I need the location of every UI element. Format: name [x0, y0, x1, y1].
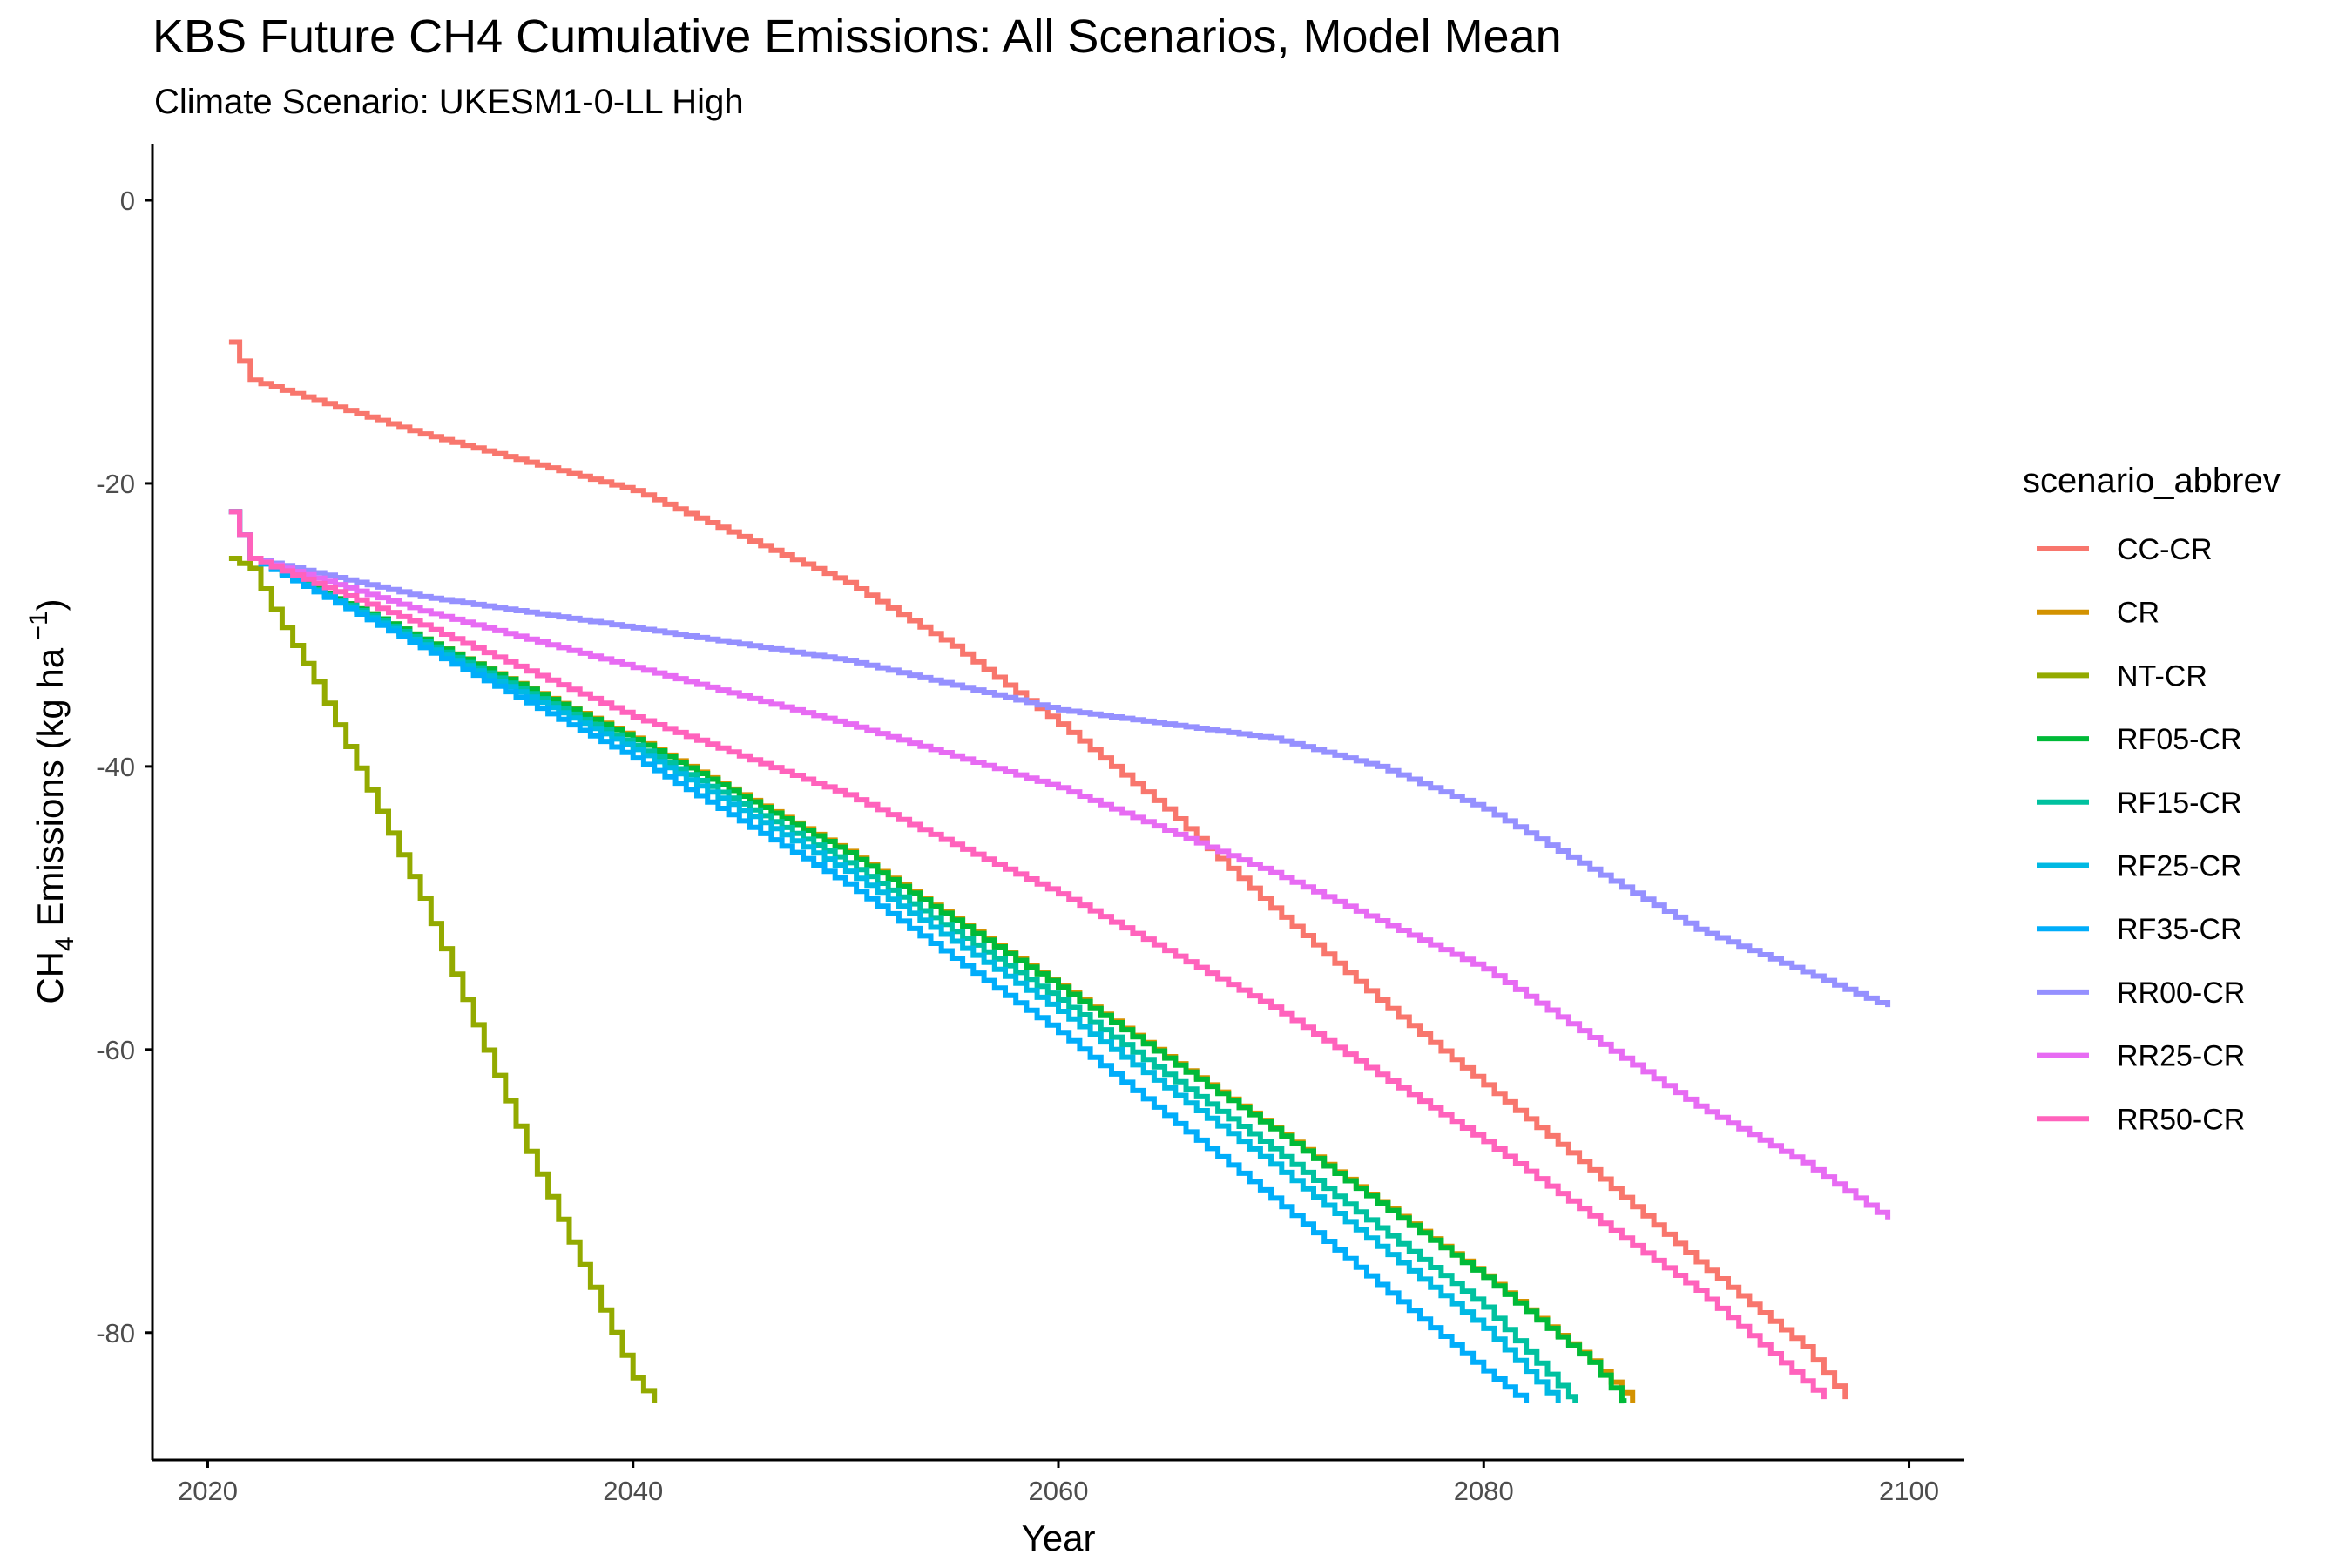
series-line-rr25-cr: [228, 509, 1891, 1220]
y-axis-title-subscript: 4: [51, 936, 79, 951]
y-axis-title-mid: Emissions (kg ha: [30, 647, 71, 936]
legend-label: NT-CR: [2117, 659, 2207, 693]
legend-label: RF05-CR: [2117, 723, 2242, 756]
series-line-rr50-cr: [228, 509, 1827, 1400]
y-axis-title-superscript: −1: [24, 611, 53, 648]
legend-label: CR: [2117, 597, 2159, 630]
y-tick-label: -80: [96, 1318, 135, 1348]
series-line-rf35-cr: [228, 509, 1530, 1403]
y-tick-label: 0: [120, 186, 135, 216]
x-tick-label: 2040: [603, 1476, 663, 1506]
chart-title: KBS Future CH4 Cumulative Emissions: All…: [152, 10, 1562, 63]
y-tick-label: -60: [96, 1035, 135, 1065]
y-axis-title-end: ): [30, 598, 71, 611]
y-tick-label: -20: [96, 469, 135, 499]
legend-label: RF15-CR: [2117, 787, 2242, 820]
x-tick-label: 2020: [178, 1476, 238, 1506]
plot-series-group: [228, 339, 1891, 1404]
y-axis-title-main: CH: [30, 951, 71, 1004]
y-axis-title-group: CH4 Emissions (kg ha −1): [24, 598, 79, 1004]
x-tick-label: 2080: [1454, 1476, 1514, 1506]
legend-label: RF25-CR: [2117, 850, 2242, 883]
x-tick-label: 2100: [1879, 1476, 1939, 1506]
legend-label: RR50-CR: [2117, 1103, 2245, 1136]
legend-label: RF35-CR: [2117, 913, 2242, 946]
y-tick-label: -40: [96, 752, 135, 782]
legend-label: RR00-CR: [2117, 977, 2245, 1010]
legend-label: RR25-CR: [2117, 1040, 2245, 1073]
chart-subtitle: Climate Scenario: UKESM1-0-LL High: [154, 83, 744, 121]
y-axis-title: CH4 Emissions (kg ha −1): [24, 598, 79, 1004]
series-line-cc-cr: [228, 339, 1848, 1400]
legend-label: CC-CR: [2117, 533, 2213, 566]
series-line-nt-cr: [228, 556, 658, 1403]
series-line-rf15-cr: [228, 509, 1578, 1403]
x-axis-title: Year: [1022, 1517, 1096, 1558]
x-axis-ticks: 2020 2040 2060 2080 2100: [178, 1460, 1939, 1506]
x-tick-label: 2060: [1029, 1476, 1089, 1506]
legend-title: scenario_abbrev: [2023, 462, 2281, 500]
series-line-rr00-cr: [228, 509, 1891, 1008]
y-axis-ticks: 0 -20 -40 -60 -80: [96, 186, 152, 1348]
legend: CC-CR CR NT-CR RF05-CR RF15-CR RF25-CR RF35-CR…: [2037, 533, 2245, 1136]
